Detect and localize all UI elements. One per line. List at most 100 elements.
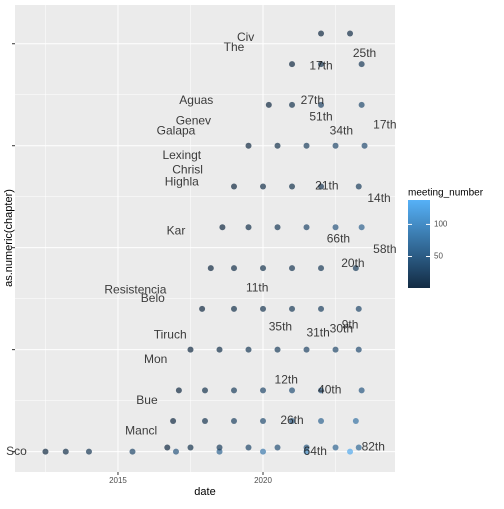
point-label: 58th <box>373 242 396 256</box>
point <box>85 448 92 455</box>
point <box>260 418 267 425</box>
point-label: Kar <box>167 224 186 238</box>
point <box>274 444 281 451</box>
point <box>318 183 325 190</box>
point <box>260 448 267 455</box>
point-label: Genev <box>176 113 211 127</box>
point-label: Aguas <box>179 93 213 107</box>
point <box>187 444 194 451</box>
point <box>355 444 362 451</box>
point <box>170 418 177 425</box>
point <box>129 448 136 455</box>
point <box>265 101 272 108</box>
point <box>332 224 339 231</box>
point-label: The <box>224 40 245 54</box>
point <box>318 61 325 68</box>
point <box>274 224 281 231</box>
point <box>260 305 267 312</box>
point-label: 12th <box>275 372 298 386</box>
x-tick-label: 2020 <box>254 476 272 485</box>
point <box>289 265 296 272</box>
legend: 50 100 <box>408 220 448 261</box>
point-label: 25th <box>353 46 376 60</box>
point <box>260 265 267 272</box>
point-label: 40th <box>318 383 341 397</box>
point <box>245 346 252 353</box>
point <box>260 387 267 394</box>
point <box>355 346 362 353</box>
point-label: Bue <box>136 393 158 407</box>
point-label: Tiruch <box>154 328 187 342</box>
axes: 2015 2020 <box>12 43 272 485</box>
point-label: Lexingt <box>162 148 201 162</box>
point <box>289 387 296 394</box>
point <box>274 142 281 149</box>
legend-title: meeting_number <box>408 188 484 199</box>
point <box>274 346 281 353</box>
point <box>245 444 252 451</box>
point <box>352 418 359 425</box>
point <box>352 265 359 272</box>
points <box>42 30 368 455</box>
legend-tick-label: 100 <box>434 220 448 229</box>
x-axis-title: date <box>194 486 215 498</box>
point <box>303 224 310 231</box>
point <box>231 305 238 312</box>
point <box>303 142 310 149</box>
point <box>332 142 339 149</box>
point-label: 9th <box>342 317 359 331</box>
point-label: Civ <box>237 30 254 44</box>
y-axis-title: as.numeric(chapter) <box>3 189 15 287</box>
point <box>332 444 339 451</box>
point <box>332 346 339 353</box>
point <box>358 224 365 231</box>
point <box>62 448 69 455</box>
point <box>361 142 368 149</box>
point <box>219 224 226 231</box>
point <box>199 305 206 312</box>
point <box>318 305 325 312</box>
point-label: 31th <box>306 325 329 339</box>
point-label: 27th <box>301 93 324 107</box>
point <box>355 305 362 312</box>
point <box>172 448 179 455</box>
point <box>231 265 238 272</box>
point-label: 34th <box>330 124 353 138</box>
point-label: 66th <box>327 232 350 246</box>
point <box>260 183 267 190</box>
colorbar <box>408 200 430 288</box>
point <box>347 30 354 37</box>
point <box>289 101 296 108</box>
point-label: 82th <box>362 440 385 454</box>
point <box>164 444 171 451</box>
point-label: 21th <box>315 179 338 193</box>
point-label: Resistencia <box>104 283 166 297</box>
point <box>216 444 223 451</box>
legend-tick-label: 50 <box>434 252 443 261</box>
point <box>42 448 49 455</box>
point-label: 35th <box>269 319 292 333</box>
point <box>289 61 296 68</box>
point <box>318 30 325 37</box>
point-label: 51th <box>309 109 332 123</box>
point <box>355 183 362 190</box>
point-label: 64th <box>304 444 327 458</box>
point-label: 30th <box>330 321 353 335</box>
point <box>318 101 325 108</box>
point-label: Galapa <box>157 124 196 138</box>
point <box>318 265 325 272</box>
point <box>289 305 296 312</box>
point-label: Belo <box>141 291 165 305</box>
point-label: 17th <box>373 117 396 131</box>
point <box>175 387 182 394</box>
point <box>245 224 252 231</box>
point-label: 26th <box>280 413 303 427</box>
point <box>216 346 223 353</box>
point <box>207 265 214 272</box>
point <box>231 183 238 190</box>
panel <box>15 5 395 472</box>
point <box>303 444 310 451</box>
point-label: Chrisl <box>172 162 203 176</box>
